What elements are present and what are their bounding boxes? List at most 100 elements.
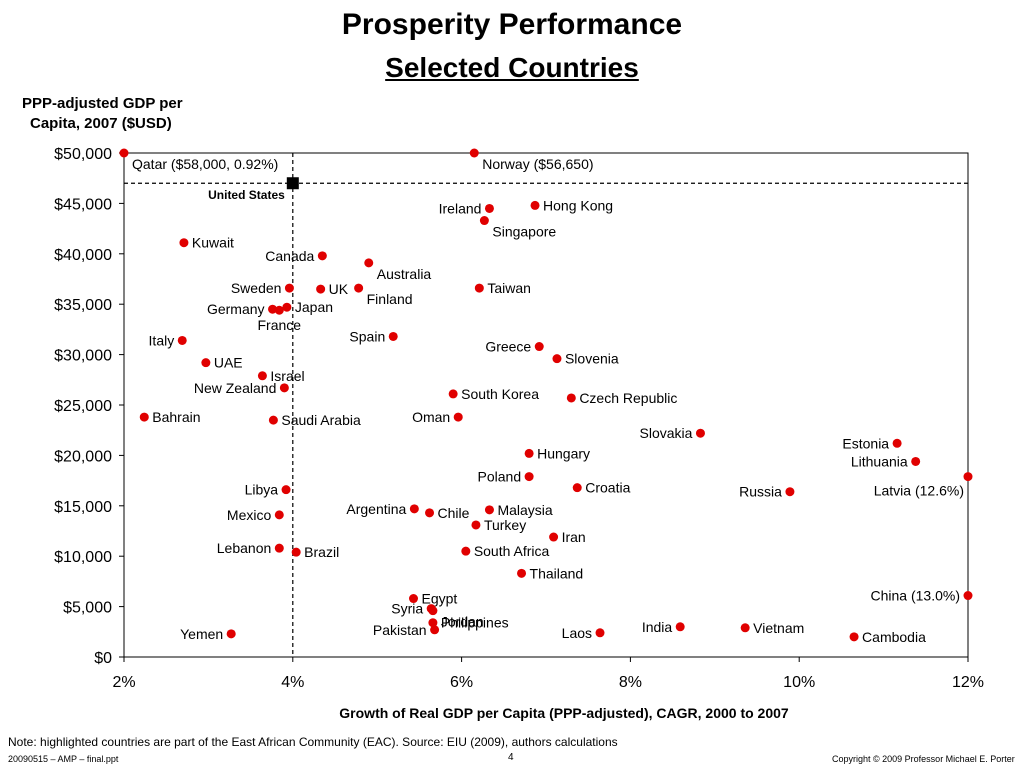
footnote: Note: highlighted countries are part of … [8,735,618,749]
data-point [317,251,327,261]
data-point [274,543,284,553]
point-label: Israel [270,368,304,384]
y-tick-label: $10,000 [54,549,112,566]
point-label: Lithuania [851,453,908,469]
point-label: New Zealand [194,380,277,396]
point-label: Yemen [180,626,223,642]
point-label: UK [329,281,349,297]
page-number: 4 [508,752,514,763]
point-label: Thailand [530,565,584,581]
data-point [201,358,211,368]
point-label: Malaysia [497,502,552,518]
data-point [284,283,294,293]
point-label: Jordan [441,614,484,630]
point-label: Brazil [304,544,339,560]
data-point [354,283,364,293]
data-point [552,354,562,364]
x-axis-label: Growth of Real GDP per Capita (PPP-adjus… [339,705,789,721]
data-point [471,520,481,530]
x-tick-label: 12% [952,674,984,691]
data-point [549,532,559,542]
point-label: Slovakia [640,425,693,441]
x-tick-label: 2% [112,674,135,691]
data-point [479,216,489,226]
data-point [428,606,438,616]
point-label: Saudi Arabia [281,412,361,428]
data-point [119,148,129,158]
data-point [282,302,292,312]
point-label: Latvia (12.6%) [874,483,964,499]
point-label: Mexico [227,507,272,523]
data-point [428,618,438,628]
y-tick-label: $25,000 [54,398,112,415]
page-subtitle: Selected Countries [385,52,639,83]
point-label: Iran [562,529,586,545]
point-label: Australia [377,266,432,282]
data-point [517,568,527,578]
data-point [179,238,189,248]
data-point [281,485,291,495]
point-label: India [642,619,673,635]
point-label: Bahrain [152,409,200,425]
data-point [469,148,479,158]
point-label: Italy [149,332,175,348]
data-point [226,629,236,639]
point-label: Oman [412,409,450,425]
x-tick-label: 8% [619,674,642,691]
point-label: Kuwait [192,235,234,251]
point-label: Canada [265,248,314,264]
point-label: Hungary [537,445,590,461]
point-label: South Korea [461,386,539,402]
y-tick-label: $15,000 [54,499,112,516]
copyright: Copyright © 2009 Professor Michael E. Po… [832,754,1015,764]
point-label: China (13.0%) [871,588,961,604]
data-point [425,508,435,518]
data-point [695,428,705,438]
point-label: Hong Kong [543,197,613,213]
point-label: Libya [245,482,279,498]
point-label: South Africa [474,543,550,559]
data-point [177,335,187,345]
point-label: France [258,317,302,333]
point-label: Estonia [842,435,889,451]
data-point [461,546,471,556]
y-tick-label: $45,000 [54,196,112,213]
data-point [388,331,398,341]
data-point [291,547,301,557]
point-label: Egypt [421,591,457,607]
y-tick-label: $30,000 [54,348,112,365]
data-point [430,625,440,635]
point-label: Vietnam [753,620,804,636]
data-point [595,628,605,638]
y-tick-label: $35,000 [54,297,112,314]
data-point [524,472,534,482]
point-label: Turkey [484,517,526,533]
data-point [534,342,544,352]
data-point [911,456,921,466]
data-point [675,622,685,632]
data-point [274,305,284,315]
point-label: Croatia [585,480,630,496]
point-label: Japan [295,299,333,315]
point-label: Laos [562,625,592,641]
data-point [364,258,374,268]
y-axis-label-line-2: Capita, 2007 ($USD) [30,115,172,132]
point-label: Chile [438,505,470,521]
file-name: 20090515 – AMP – final.ppt [8,754,119,764]
data-point [268,415,278,425]
data-point [572,483,582,493]
us-marker [286,177,299,190]
data-point [453,412,463,422]
data-point [316,284,326,294]
data-point [849,632,859,642]
point-label: Germany [207,301,265,317]
data-point [566,393,576,403]
point-label: Singapore [492,224,556,240]
point-label: Ireland [439,200,482,216]
data-point [524,448,534,458]
point-label: Syria [391,601,423,617]
point-label: Poland [478,469,522,485]
data-point [409,504,419,514]
point-label: Taiwan [487,280,531,296]
